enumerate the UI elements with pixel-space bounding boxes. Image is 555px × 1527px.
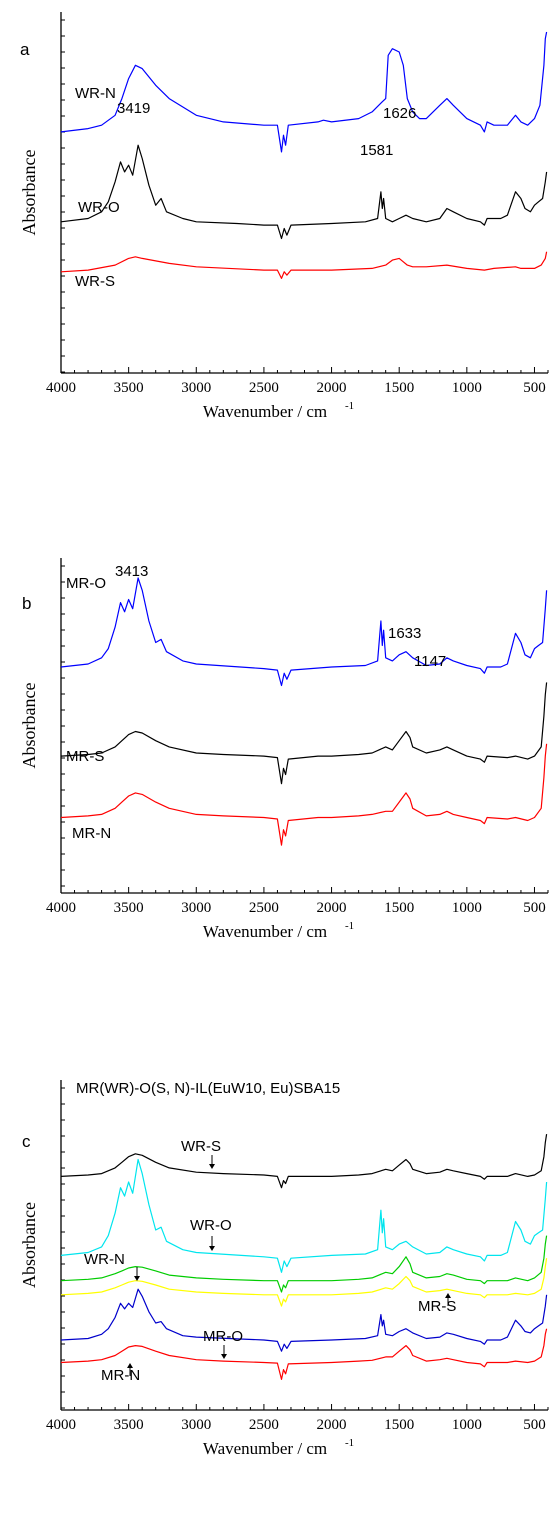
x-tick-label: 1000 — [452, 1417, 482, 1433]
x-tick-label: 1000 — [452, 380, 482, 396]
series-line-series-3 — [60, 1235, 548, 1293]
series-label: WR-N — [84, 1251, 125, 1268]
series-label: MR-S — [66, 748, 104, 765]
series-label: MR-N — [72, 825, 111, 842]
peak-annotation: 1633 — [388, 625, 421, 642]
x-tick-label: 3500 — [114, 380, 144, 396]
arrow-head — [127, 1363, 133, 1368]
series-line-mr-o — [60, 577, 548, 687]
x-axis-label: Wavenumber / cm — [203, 1439, 327, 1458]
x-axis-label: Wavenumber / cm — [203, 402, 327, 421]
arrow-head — [134, 1276, 140, 1281]
series-line-mr-s — [60, 682, 548, 785]
x-tick-label: 2000 — [317, 380, 347, 396]
x-tick-label: 500 — [523, 380, 546, 396]
x-tick-label: 3000 — [181, 900, 211, 916]
series-label: WR-N — [75, 85, 116, 102]
series-label: WR-O — [78, 199, 120, 216]
chart-panel-c: 4000 3500 3000 2500 2000 1500 1000 500 Wavenumbe… — [19, 1080, 549, 1458]
series-line-series-4 — [60, 1258, 548, 1307]
y-axis-label: Absorbance — [19, 683, 39, 769]
panel-label: c — [22, 1132, 31, 1151]
panel-label: b — [22, 594, 31, 613]
y-axis-label: Absorbance — [19, 150, 39, 236]
series-line-wr-o — [60, 144, 548, 240]
x-tick-label: 4000 — [46, 380, 76, 396]
arrow-head — [445, 1293, 451, 1298]
x-tick-label: 2500 — [249, 380, 279, 396]
x-tick-label: 1500 — [384, 380, 414, 396]
arrow-head — [221, 1354, 227, 1359]
x-tick-label: 2500 — [249, 900, 279, 916]
x-tick-label: 3000 — [181, 380, 211, 396]
x-tick-label: 3500 — [114, 1417, 144, 1433]
x-tick-label: 4000 — [46, 900, 76, 916]
x-axis-label-superscript: -1 — [345, 1437, 354, 1449]
x-tick-label: 3500 — [114, 900, 144, 916]
x-tick-label: 4000 — [46, 1417, 76, 1433]
series-label: WR-S — [181, 1138, 221, 1155]
x-tick-label: 2000 — [317, 1417, 347, 1433]
series-label: MR-S — [418, 1298, 456, 1315]
series-label: WR-S — [75, 273, 115, 290]
chart-panel-b: 4000 3500 3000 2500 2000 1500 1000 500 Wavenumbe… — [19, 558, 549, 941]
series-label: MR-O — [66, 575, 106, 592]
peak-annotation: 1147 — [414, 653, 446, 670]
x-axis-label-superscript: -1 — [345, 920, 354, 932]
arrow-head — [209, 1164, 215, 1169]
peak-annotation: 1581 — [360, 142, 393, 159]
x-tick-label: 500 — [523, 900, 546, 916]
series-line-wr-s — [60, 251, 548, 279]
x-tick-label: 1500 — [384, 1417, 414, 1433]
arrow-head — [209, 1246, 215, 1251]
x-tick-label: 3000 — [181, 1417, 211, 1433]
x-tick-label: 2000 — [317, 900, 347, 916]
series-label: WR-O — [190, 1217, 232, 1234]
x-tick-label: 1000 — [452, 900, 482, 916]
panel-label: a — [20, 40, 30, 59]
series-label: MR-N — [101, 1367, 140, 1384]
series-line-series-1 — [60, 1134, 548, 1189]
series-line-series-6 — [60, 1328, 548, 1380]
series-line-mr-n — [60, 743, 548, 846]
panel-title: MR(WR)-O(S, N)-IL(EuW10, Eu)SBA15 — [76, 1080, 340, 1097]
series-line-series-2 — [60, 1158, 548, 1273]
peak-annotation: 3413 — [115, 563, 148, 580]
x-axis-label: Wavenumber / cm — [203, 922, 327, 941]
series-line-wr-n — [60, 31, 548, 153]
x-tick-label: 1500 — [384, 900, 414, 916]
y-axis-label: Absorbance — [19, 1202, 39, 1288]
series-line-series-5 — [60, 1288, 548, 1352]
x-tick-label: 2500 — [249, 1417, 279, 1433]
chart-panel-a: 4000 3500 3000 2500 2000 1500 1000 500 Wavenumbe… — [19, 12, 549, 421]
x-tick-label: 500 — [523, 1417, 546, 1433]
peak-annotation: 1626 — [383, 105, 416, 122]
series-label: MR-O — [203, 1328, 243, 1345]
peak-annotation: 3419 — [117, 100, 150, 117]
x-axis-label-superscript: -1 — [345, 400, 354, 412]
